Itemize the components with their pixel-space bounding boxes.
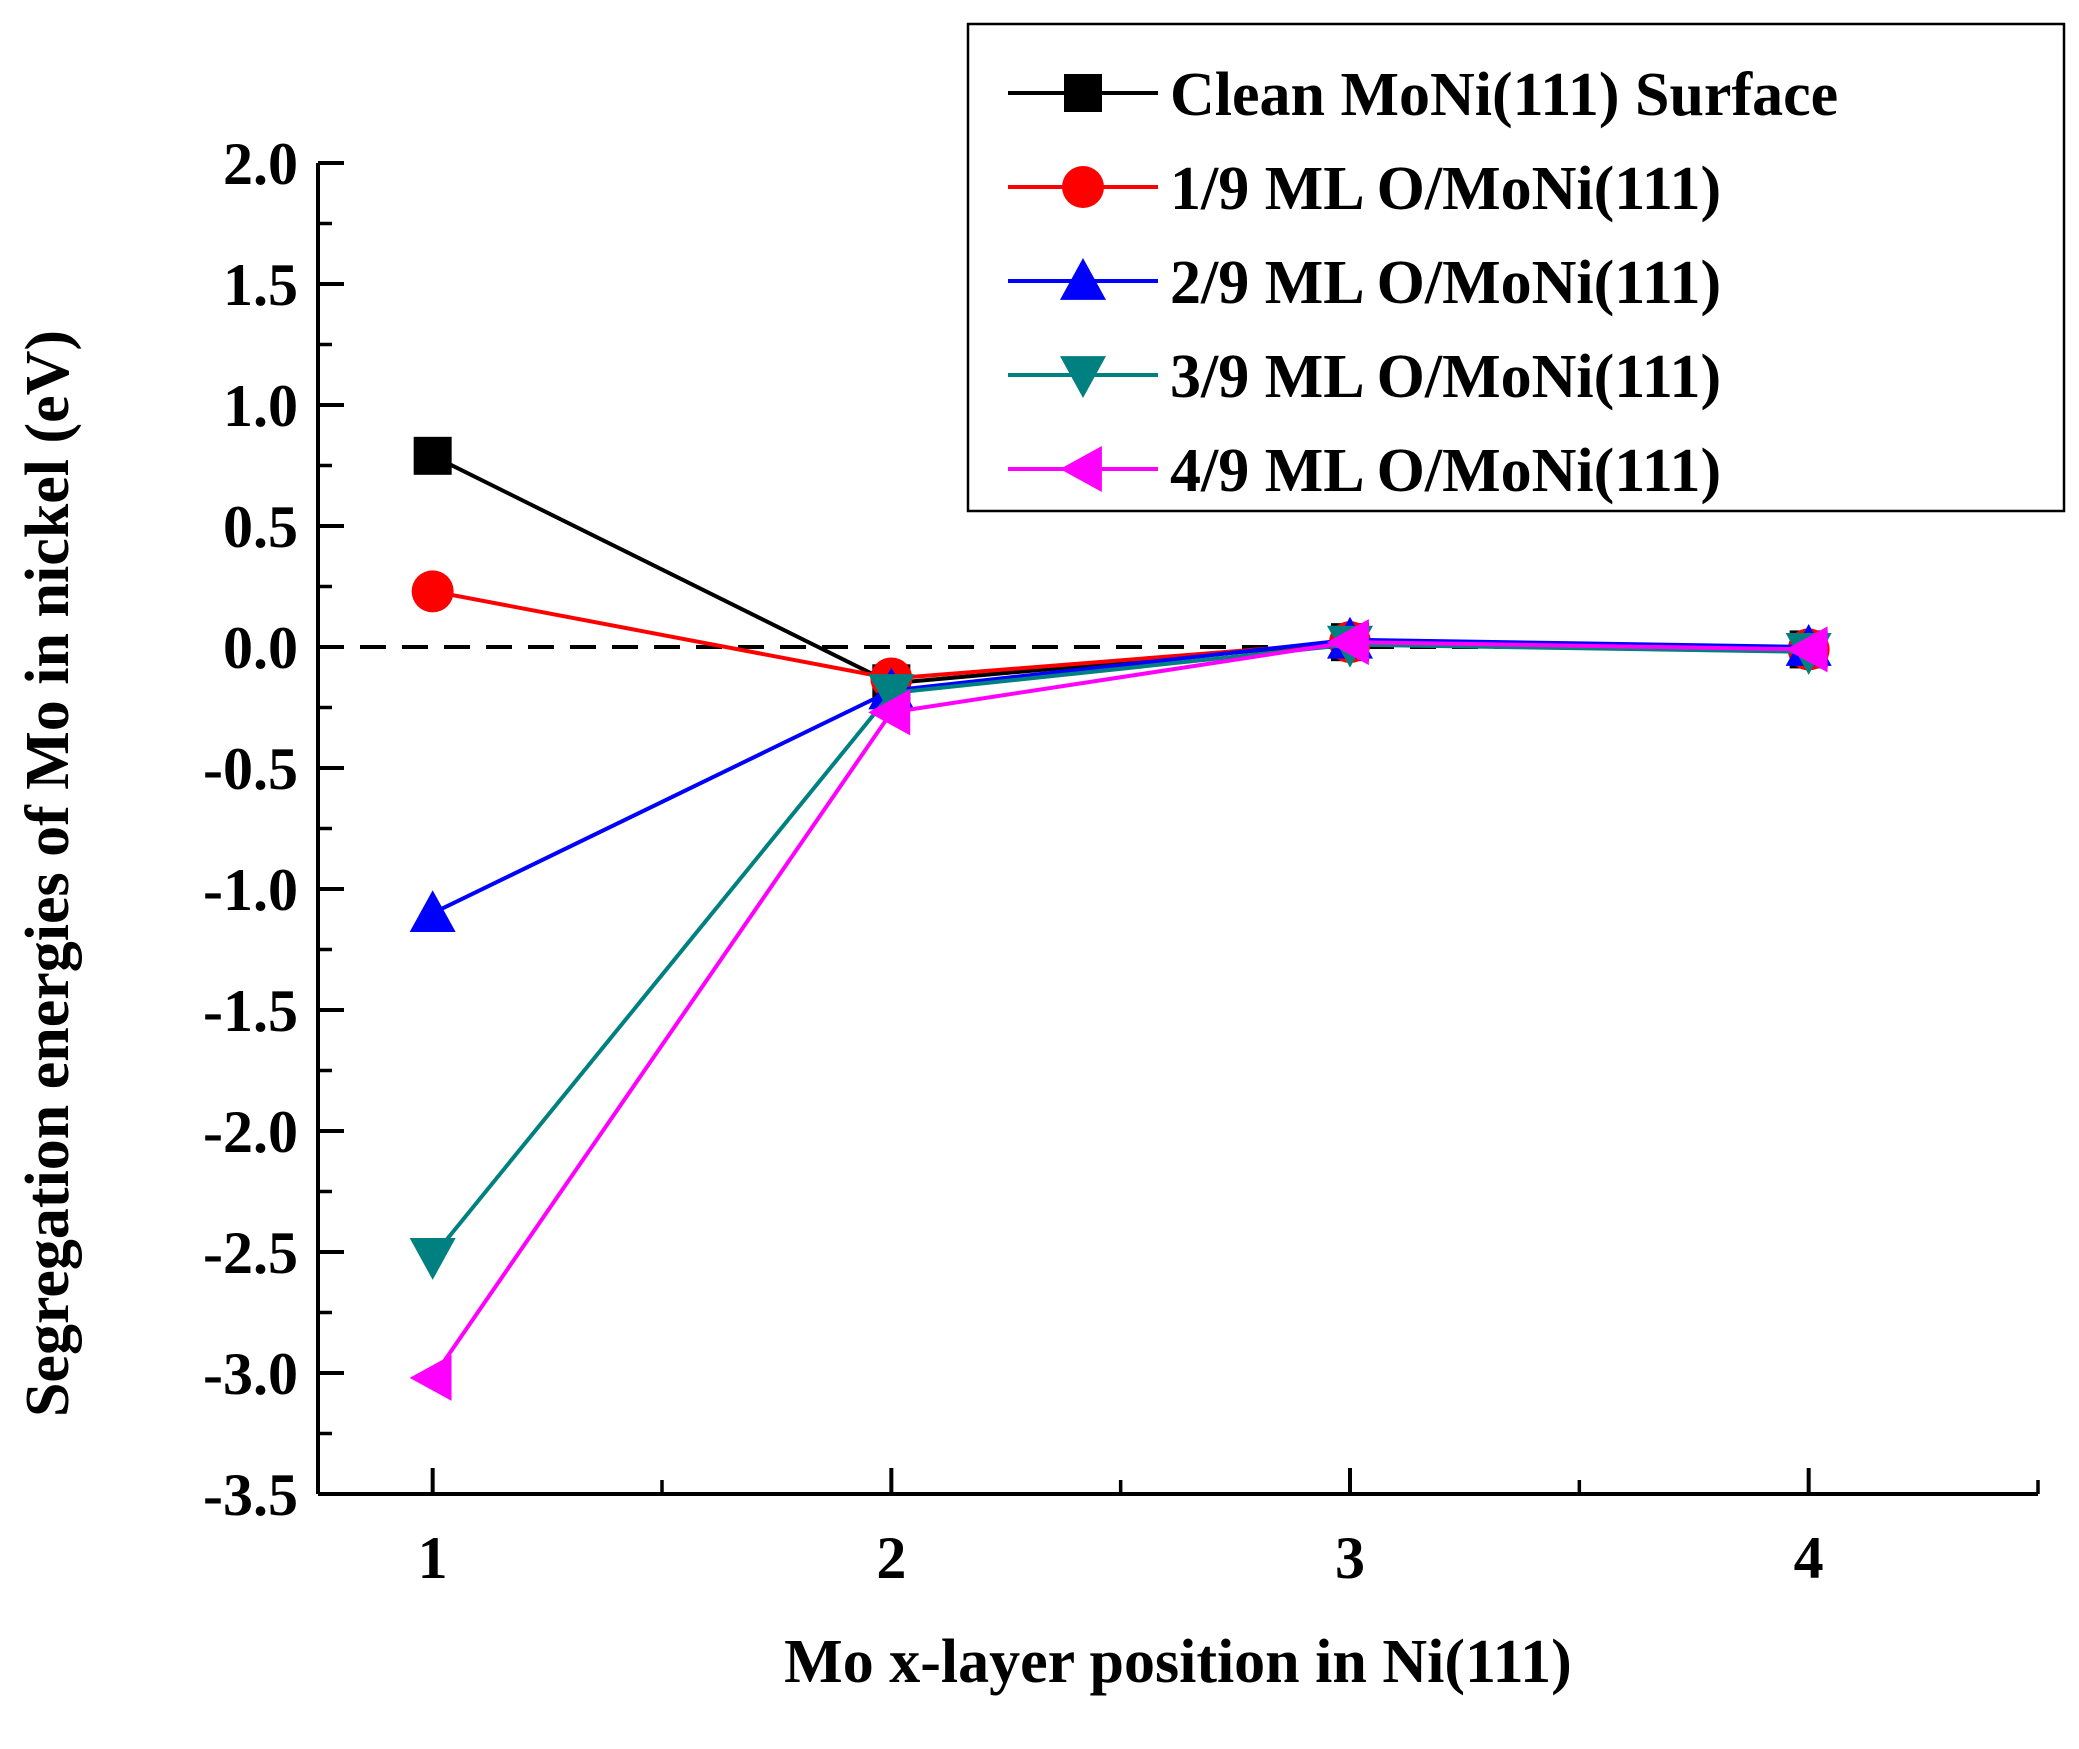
legend-label: 4/9 ML O/MoNi(111) xyxy=(1170,437,1721,505)
data-point-triangle-down xyxy=(409,1237,456,1280)
y-tick-label: -1.5 xyxy=(203,978,298,1044)
x-axis-title: Mo x-layer position in Ni(111) xyxy=(784,1628,1572,1696)
data-point-triangle-left xyxy=(1327,619,1369,666)
x-tick-label: 4 xyxy=(1794,1525,1824,1591)
data-point-triangle-up xyxy=(409,890,456,933)
legend-item-5: 4/9 ML O/MoNi(111) xyxy=(1008,437,1721,505)
legend-marker-circle xyxy=(1062,166,1104,208)
y-axis-ticks: 2.0 1.5 1.0 0.5 0.0 -0.5 -1.0 -1.5 -2.0 -2.5 -3.0 -… xyxy=(203,131,344,1528)
y-tick-label: 0.0 xyxy=(223,615,298,681)
legend-label: 3/9 ML O/MoNi(111) xyxy=(1170,343,1721,411)
legend-marker-triangle-up xyxy=(1060,258,1106,300)
x-tick-label: 1 xyxy=(418,1525,448,1591)
y-tick-label: -3.0 xyxy=(203,1341,298,1407)
series-5 xyxy=(409,619,1828,1401)
y-tick-label: 2.0 xyxy=(223,131,298,197)
legend-label: 2/9 ML O/MoNi(111) xyxy=(1170,249,1721,317)
legend-item-3: 2/9 ML O/MoNi(111) xyxy=(1008,249,1721,317)
legend-item-4: 3/9 ML O/MoNi(111) xyxy=(1008,343,1721,411)
x-axis-ticks: 1 2 3 4 xyxy=(418,1468,2040,1591)
legend-item-2: 1/9 ML O/MoNi(111) xyxy=(1008,155,1721,223)
series-layer xyxy=(409,436,1832,1401)
x-tick-label: 2 xyxy=(876,1525,906,1591)
data-point-triangle-left xyxy=(868,689,911,736)
legend-marker-square xyxy=(1064,74,1102,112)
data-point-square xyxy=(413,436,452,475)
series-line xyxy=(431,642,1809,1259)
legend-label: Clean MoNi(111) Surface xyxy=(1170,61,1838,129)
y-axis-title: Segregation energies of Mo in nickel (eV… xyxy=(14,330,82,1417)
legend-box xyxy=(966,22,2066,513)
legend-marker-triangle-left xyxy=(1060,446,1102,492)
data-point-triangle-left xyxy=(409,1354,452,1401)
y-tick-label: 1.0 xyxy=(223,373,298,439)
y-tick-label: -2.0 xyxy=(203,1099,298,1165)
y-tick-label: -2.5 xyxy=(203,1220,298,1286)
y-tick-label: -3.5 xyxy=(203,1462,298,1528)
y-tick-label: 1.5 xyxy=(223,252,298,318)
legend: Clean MoNi(111) Surface 1/9 ML O/MoNi(111… xyxy=(966,22,2066,513)
series-line xyxy=(431,637,1809,915)
data-point-triangle-left xyxy=(1785,626,1828,673)
legend-label: 1/9 ML O/MoNi(111) xyxy=(1170,155,1721,223)
data-point-circle xyxy=(411,570,454,613)
legend-item-1: Clean MoNi(111) Surface xyxy=(1008,61,1838,129)
data-point-triangle-down xyxy=(868,674,915,716)
series-line xyxy=(431,640,1809,1379)
legend-marker-triangle-down xyxy=(1060,356,1106,398)
y-tick-label: -0.5 xyxy=(203,736,298,802)
y-tick-label: 0.5 xyxy=(223,494,298,560)
x-tick-label: 3 xyxy=(1335,1525,1365,1591)
y-tick-label: -1.0 xyxy=(203,857,298,923)
